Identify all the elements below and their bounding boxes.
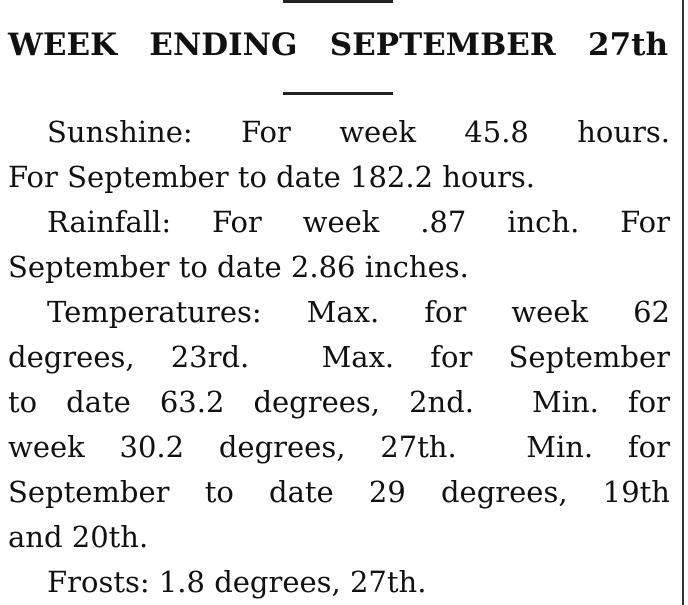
text-line: degrees, 23rd. Max. for September (8, 340, 670, 374)
text-line: week 30.2 degrees, 27th. Min. for (8, 430, 670, 464)
text-line: For September to date 182.2 hours. (8, 160, 536, 194)
text-line: Frosts: 1.8 degrees, 27th. (47, 565, 427, 599)
article-body: Sunshine: For week 45.8 hours. For Septem… (8, 110, 670, 605)
top-rule (283, 0, 393, 3)
divider-rule (283, 92, 393, 95)
text-line: September to date 29 degrees, 19th (8, 475, 670, 509)
text-line: Rainfall: For week .87 inch. For (47, 205, 670, 239)
text-line: September to date 2.86 inches. (8, 250, 469, 284)
paragraph: Frosts: 1.8 degrees, 27th. (8, 560, 670, 605)
paragraph: Rainfall: For week .87 inch. For Septembe… (8, 200, 670, 290)
text-line: Temperatures: Max. for week 62 (47, 295, 670, 329)
text-line: to date 63.2 degrees, 2nd. Min. for (8, 385, 670, 419)
headline: WEEK ENDING SEPTEMBER 27th (8, 27, 668, 63)
text-line: and 20th. (8, 520, 149, 554)
paragraph: Sunshine: For week 45.8 hours. For Septem… (8, 110, 670, 200)
paragraph: Temperatures: Max. for week 62 degrees, 2… (8, 290, 670, 560)
column-border (682, 0, 684, 605)
text-line: Sunshine: For week 45.8 hours. (47, 115, 670, 149)
